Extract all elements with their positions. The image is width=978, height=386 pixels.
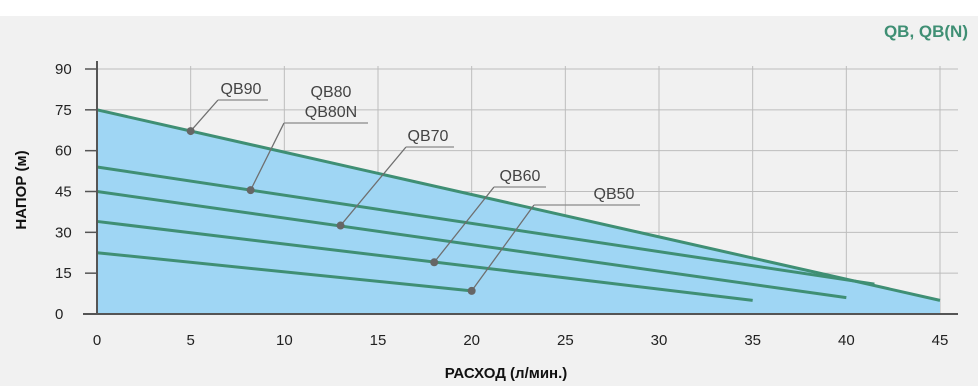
- series-line: [96, 251, 472, 293]
- x-tick-label: 25: [557, 332, 574, 349]
- chart-title: QB, QB(N): [884, 22, 968, 41]
- x-tick-label: 15: [370, 332, 387, 349]
- x-tick-label: 30: [651, 332, 668, 349]
- leader-line: [340, 146, 407, 226]
- series-label: QB70: [408, 128, 449, 145]
- series-marker: [467, 286, 476, 295]
- series-line: [96, 165, 875, 286]
- series-marker: [430, 258, 439, 267]
- series-lines: [96, 108, 941, 302]
- leader-line: [250, 122, 285, 191]
- series-label: QB50: [594, 186, 635, 203]
- series-label: QB80N: [305, 104, 357, 121]
- series-label: QB90: [221, 81, 262, 98]
- y-tick-label: 15: [55, 265, 72, 282]
- series-line: [96, 108, 941, 302]
- axes: [83, 61, 958, 315]
- x-tick-label: 20: [463, 332, 480, 349]
- x-tick-label: 35: [744, 332, 761, 349]
- x-tick-label: 0: [93, 332, 101, 349]
- x-tick-label: 5: [186, 332, 194, 349]
- x-tick-label: 40: [838, 332, 855, 349]
- series-label: QB60: [500, 168, 541, 185]
- x-tick-label: 45: [932, 332, 949, 349]
- leader-line: [190, 99, 219, 132]
- y-tick-label: 60: [55, 143, 72, 160]
- leader-line: [471, 204, 535, 292]
- series-marker: [186, 127, 195, 136]
- series-line: [96, 219, 753, 302]
- series-label: QB80: [311, 84, 352, 101]
- tick-labels: 0 5 10 15 20 25 30 35 40 45 0 15 30 45 60 75 90: [55, 61, 948, 349]
- y-tick-label: 30: [55, 224, 72, 241]
- y-tick-label: 45: [55, 184, 72, 201]
- x-tick-label: 10: [276, 332, 293, 349]
- y-tick-label: 75: [55, 102, 72, 119]
- series-marker: [336, 221, 345, 230]
- y-axis-title: НАПОР (м): [13, 150, 30, 229]
- leader-line: [433, 186, 495, 263]
- x-axis-title: РАСХОД (л/мин.): [445, 365, 568, 382]
- series-annotations: QB90 QB80 QB80N QB70 QB60 QB50: [186, 81, 640, 295]
- series-marker: [246, 186, 255, 195]
- y-tick-label: 90: [55, 61, 72, 78]
- series-line: [96, 190, 847, 300]
- y-tick-label: 0: [55, 306, 63, 323]
